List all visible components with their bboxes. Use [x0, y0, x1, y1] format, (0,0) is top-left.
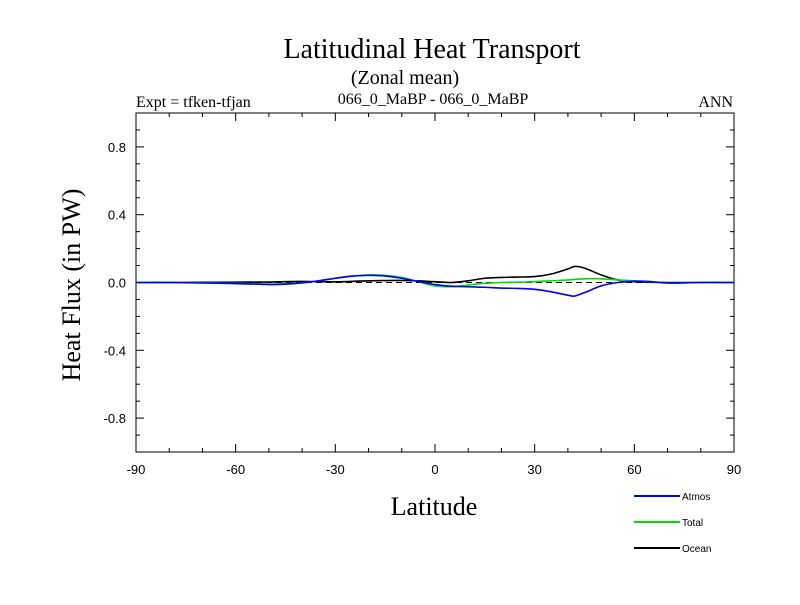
x-tick-label: -60	[226, 462, 245, 477]
y-tick-labels: -0.8 -0.4 0.0 0.4 0.8	[104, 140, 126, 426]
y-tick-label: 0.8	[108, 140, 126, 155]
x-tick-label: 30	[527, 462, 541, 477]
legend-label-total: Total	[682, 518, 703, 529]
case-label: 066_0_MaBP - 066_0_MaBP	[338, 91, 529, 108]
x-tick-labels: -90 -60 -30 0 30 60 90	[127, 462, 742, 477]
legend-label-ocean: Ocean	[682, 544, 711, 555]
series-lines	[135, 265, 735, 298]
legend: Atmos Total Ocean	[634, 492, 711, 555]
chart-subtitle: (Zonal mean)	[351, 67, 459, 89]
series-line-ocean	[135, 265, 734, 284]
x-tick-label: 0	[431, 462, 438, 477]
y-axis-label: Heat Flux (in PW)	[57, 189, 86, 382]
legend-label-atmos: Atmos	[682, 492, 710, 503]
x-tick-label: 60	[627, 462, 641, 477]
series-line-atmos	[135, 274, 735, 298]
x-tick-label: -30	[326, 462, 345, 477]
x-axis-label: Latitude	[391, 492, 478, 521]
expt-label: Expt = tfken-tfjan	[136, 94, 251, 111]
chart-title: Latitudinal Heat Transport	[283, 34, 580, 65]
x-tick-label: 90	[727, 462, 741, 477]
y-tick-label: 0.0	[108, 276, 126, 291]
x-tick-label: -90	[127, 462, 146, 477]
axis-ticks	[135, 112, 735, 453]
season-label: ANN	[698, 94, 733, 111]
y-tick-label: -0.8	[104, 411, 126, 426]
y-tick-label: 0.4	[108, 208, 126, 223]
y-tick-label: -0.4	[104, 343, 126, 358]
